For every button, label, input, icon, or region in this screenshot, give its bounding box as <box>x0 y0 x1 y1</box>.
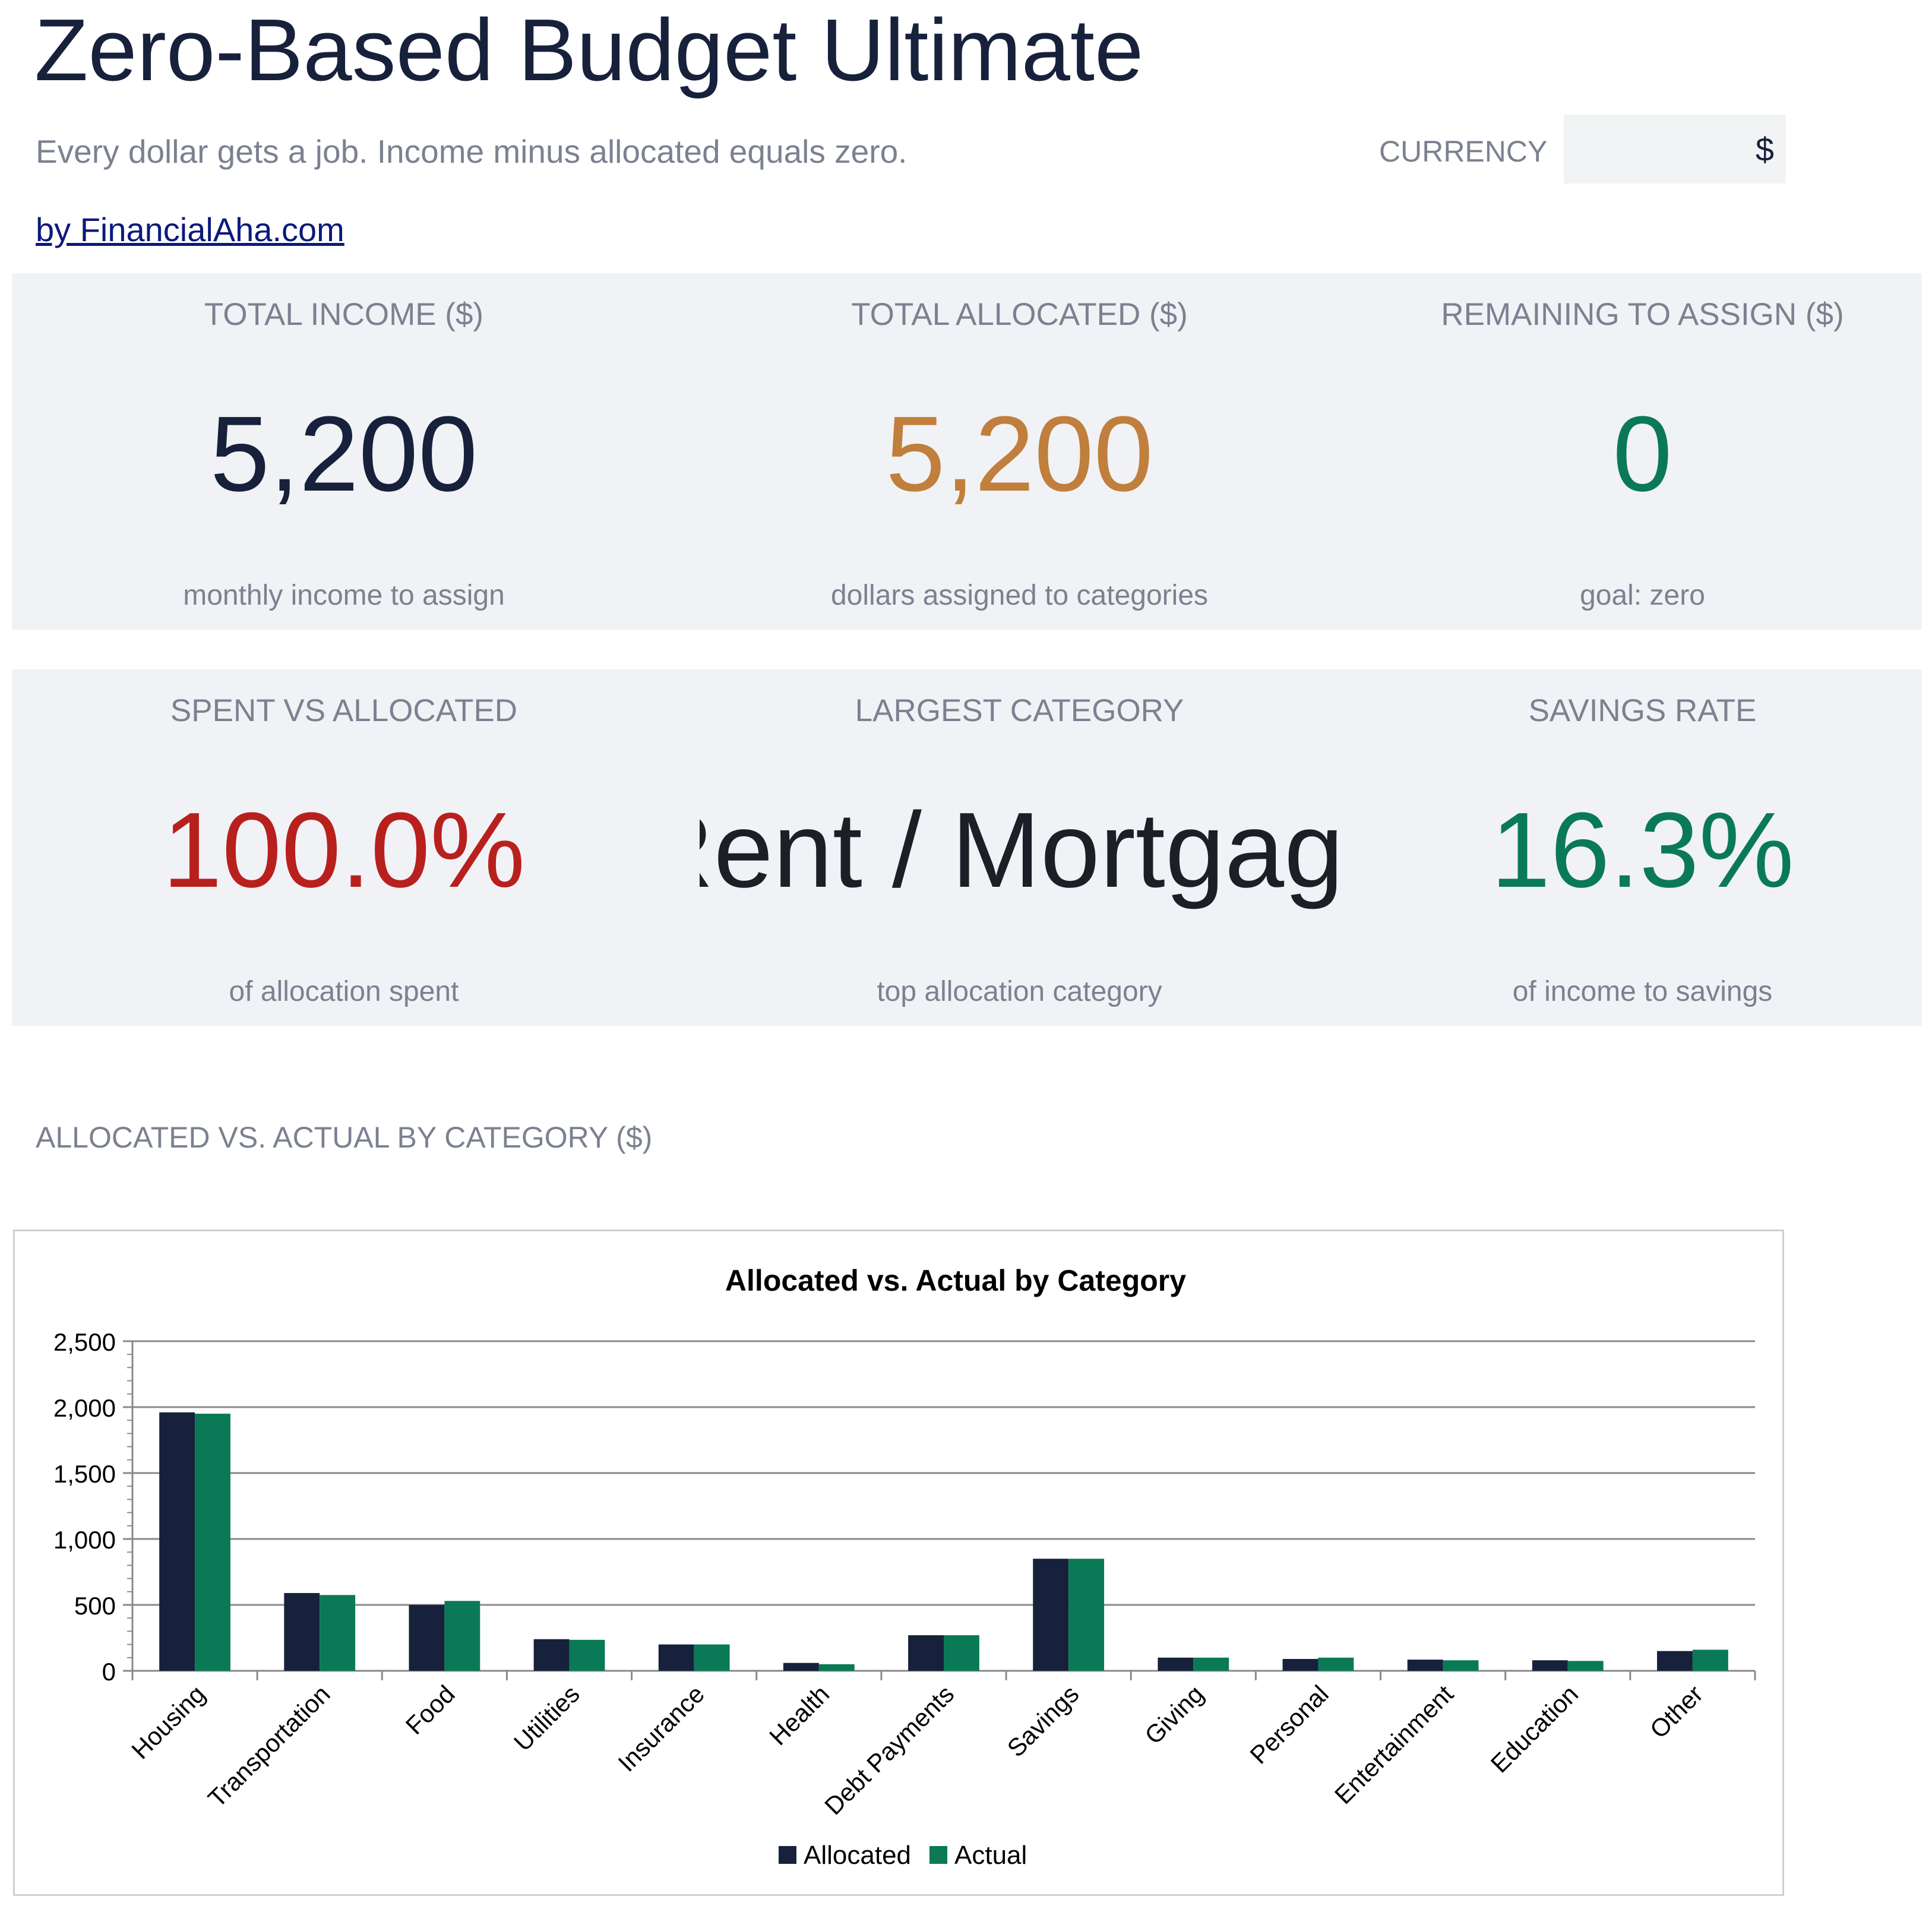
legend-label-actual: Actual <box>954 1841 1027 1870</box>
x-tick-label: Giving <box>1139 1680 1209 1749</box>
y-tick-label: 500 <box>74 1592 116 1620</box>
kpi-panel-top: TOTAL INCOME ($) 5,200 monthly income to… <box>12 273 1922 630</box>
y-tick-label: 2,500 <box>53 1328 116 1356</box>
kpi-label: LARGEST CATEGORY <box>855 693 1184 728</box>
kpi-value: 5,200 <box>886 394 1153 514</box>
kpi-panel-bottom: SPENT VS ALLOCATED 100.0% of allocation … <box>12 669 1922 1026</box>
bar-allocated-insurance <box>658 1644 694 1671</box>
savings-rate-card: SAVINGS RATE 16.3% of income to savings <box>1363 669 1922 1026</box>
bar-allocated-transportation <box>284 1593 320 1671</box>
kpi-caption: of allocation spent <box>229 976 459 1007</box>
byline-link[interactable]: by FinancialAha.com <box>36 211 344 248</box>
bar-allocated-personal <box>1282 1659 1318 1671</box>
bar-actual-utilities <box>569 1639 605 1671</box>
bar-allocated-entertainment <box>1407 1660 1443 1671</box>
kpi-label: TOTAL ALLOCATED ($) <box>851 297 1188 332</box>
x-tick-label: Other <box>1645 1680 1709 1744</box>
bar-actual-insurance <box>694 1644 730 1671</box>
kpi-caption: of income to savings <box>1512 976 1773 1007</box>
bar-actual-health <box>818 1664 855 1671</box>
kpi-value: Rent / Mortgage <box>700 791 1340 910</box>
kpi-label: SPENT VS ALLOCATED <box>170 693 518 728</box>
x-tick-label: Personal <box>1244 1680 1333 1769</box>
bar-actual-entertainment <box>1443 1660 1479 1671</box>
kpi-caption: monthly income to assign <box>183 580 505 611</box>
bar-actual-transportation <box>320 1595 356 1671</box>
x-tick-label: Savings <box>1002 1680 1084 1762</box>
bar-allocated-health <box>783 1663 819 1671</box>
page-subtitle: Every dollar gets a job. Income minus al… <box>36 133 907 170</box>
legend-swatch-allocated <box>779 1846 796 1864</box>
kpi-value: 100.0% <box>162 791 526 910</box>
bar-actual-personal <box>1318 1657 1354 1671</box>
bar-allocated-other <box>1657 1651 1693 1671</box>
x-tick-label: Insurance <box>612 1680 710 1777</box>
x-tick-label: Education <box>1485 1680 1583 1778</box>
x-tick-label: Transportation <box>203 1680 336 1813</box>
kpi-value: 16.3% <box>1491 791 1794 910</box>
bar-allocated-savings <box>1033 1559 1069 1671</box>
kpi-label: TOTAL INCOME ($) <box>204 297 484 332</box>
x-tick-label: Housing <box>126 1680 210 1764</box>
chart-title: Allocated vs. Actual by Category <box>725 1264 1186 1297</box>
kpi-value: 0 <box>1612 394 1672 514</box>
bar-actual-housing <box>195 1414 230 1671</box>
x-tick-label: Entertainment <box>1329 1680 1459 1809</box>
remaining-to-assign-card: REMAINING TO ASSIGN ($) 0 goal: zero <box>1363 273 1922 630</box>
y-tick-label: 0 <box>102 1658 116 1686</box>
chart-section-title: ALLOCATED VS. ACTUAL BY CATEGORY ($) <box>36 1121 653 1154</box>
bar-actual-savings <box>1068 1559 1105 1671</box>
currency-label: CURRENCY <box>1379 135 1548 168</box>
y-tick-label: 1,000 <box>53 1526 116 1554</box>
bar-allocated-food <box>409 1605 445 1671</box>
bar-allocated-education <box>1532 1660 1568 1671</box>
x-tick-label: Debt Payments <box>819 1680 959 1820</box>
x-tick-label: Utilities <box>508 1680 585 1756</box>
spent-vs-allocated-card: SPENT VS ALLOCATED 100.0% of allocation … <box>12 669 676 1026</box>
bar-allocated-debt-payments <box>908 1635 944 1671</box>
bar-actual-giving <box>1193 1657 1229 1671</box>
kpi-caption: goal: zero <box>1580 580 1705 611</box>
bar-actual-other <box>1692 1649 1728 1671</box>
y-tick-label: 2,000 <box>53 1394 116 1422</box>
x-tick-label: Health <box>764 1680 834 1750</box>
kpi-value-clip: Rent / Mortgage <box>700 785 1340 916</box>
y-tick-label: 1,500 <box>53 1460 116 1488</box>
bar-allocated-housing <box>159 1412 195 1671</box>
kpi-label: SAVINGS RATE <box>1528 693 1757 728</box>
largest-category-card: LARGEST CATEGORY Rent / Mortgage top all… <box>676 669 1363 1026</box>
bar-chart: Allocated vs. Actual by Category 0 500 1,00… <box>53 1264 1756 1870</box>
bar-allocated-utilities <box>533 1639 570 1671</box>
legend-label-allocated: Allocated <box>804 1841 911 1870</box>
x-tick-label: Food <box>400 1680 460 1740</box>
kpi-value: 5,200 <box>210 394 478 514</box>
total-income-card: TOTAL INCOME ($) 5,200 monthly income to… <box>12 273 676 630</box>
legend-swatch-actual <box>929 1846 947 1864</box>
bar-actual-debt-payments <box>944 1635 979 1671</box>
bar-actual-education <box>1567 1661 1604 1671</box>
page-title: Zero-Based Budget Ultimate <box>34 1 1144 99</box>
kpi-caption: top allocation category <box>877 976 1162 1007</box>
kpi-caption: dollars assigned to categories <box>830 580 1209 611</box>
currency-input[interactable] <box>1564 115 1786 184</box>
bar-actual-food <box>444 1601 480 1671</box>
total-allocated-card: TOTAL ALLOCATED ($) 5,200 dollars assign… <box>676 273 1363 630</box>
kpi-label: REMAINING TO ASSIGN ($) <box>1441 297 1844 332</box>
chart-container: Allocated vs. Actual by Category 0 500 1,00… <box>13 1230 1784 1896</box>
bar-allocated-giving <box>1158 1657 1194 1671</box>
